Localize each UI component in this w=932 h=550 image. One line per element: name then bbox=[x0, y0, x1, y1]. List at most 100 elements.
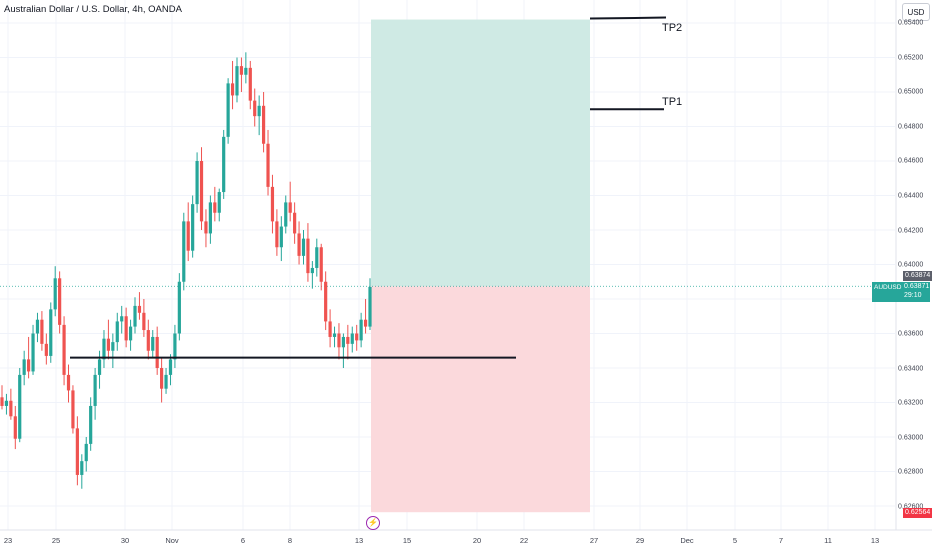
time-label: Nov bbox=[165, 536, 179, 545]
candle-body bbox=[4, 400, 9, 406]
candle-body bbox=[328, 321, 332, 337]
candle-body bbox=[71, 390, 75, 429]
candle-body bbox=[146, 330, 150, 351]
time-label: 20 bbox=[472, 536, 482, 545]
current-price-badge: 0.63874 bbox=[903, 271, 932, 281]
time-label: 30 bbox=[120, 536, 130, 545]
candle-body bbox=[363, 319, 368, 327]
candle-body bbox=[337, 333, 341, 348]
candle-body bbox=[257, 105, 261, 117]
candle-body bbox=[173, 333, 177, 360]
countdown-label: 29:10 bbox=[904, 292, 922, 299]
lightning-icon[interactable]: ⚡ bbox=[366, 516, 380, 530]
candle-body bbox=[75, 428, 79, 475]
candle-body bbox=[111, 342, 115, 351]
time-label: 13 bbox=[354, 536, 364, 545]
candle-body bbox=[346, 336, 350, 344]
candle-body bbox=[244, 67, 248, 75]
candle-body bbox=[355, 333, 359, 341]
last-price-label: 0.63871 bbox=[904, 283, 930, 290]
candle-body bbox=[102, 338, 106, 360]
candle-body bbox=[226, 83, 230, 137]
candle-body bbox=[22, 359, 26, 375]
currency-button[interactable]: USD bbox=[902, 3, 930, 21]
price-label: 0.65400 bbox=[898, 19, 924, 27]
candle-body bbox=[253, 100, 257, 117]
candle-body bbox=[350, 333, 354, 344]
candle-body bbox=[186, 221, 190, 251]
candle-body bbox=[115, 321, 119, 343]
time-label: 13 bbox=[870, 536, 880, 545]
time-label: 5 bbox=[732, 536, 738, 545]
candle-body bbox=[235, 66, 239, 96]
time-label: 23 bbox=[3, 536, 13, 545]
time-label: 29 bbox=[635, 536, 645, 545]
candle-body bbox=[191, 204, 195, 251]
candle-body bbox=[332, 333, 337, 337]
candle-body bbox=[204, 221, 208, 234]
price-label: 0.63000 bbox=[898, 434, 924, 442]
candle-body bbox=[275, 221, 279, 248]
candle-body bbox=[31, 333, 35, 372]
candle-body bbox=[222, 136, 226, 193]
candle-body bbox=[9, 400, 13, 417]
tp1-label: TP1 bbox=[662, 96, 683, 108]
candle-body bbox=[155, 336, 159, 368]
candle-body bbox=[208, 202, 212, 234]
price-label: 0.62600 bbox=[898, 503, 924, 511]
candle-body bbox=[124, 316, 128, 341]
candle-body bbox=[266, 143, 270, 187]
candle-body bbox=[40, 319, 44, 344]
tp2-label: TP2 bbox=[662, 22, 683, 34]
candle-body bbox=[62, 324, 66, 375]
candle-body bbox=[53, 278, 57, 310]
candle-body bbox=[106, 338, 111, 351]
candle-body bbox=[137, 305, 142, 313]
candle-body bbox=[288, 202, 292, 213]
candle-body bbox=[89, 405, 93, 444]
candle-body bbox=[151, 336, 155, 351]
price-label: 0.62800 bbox=[898, 468, 924, 476]
candle-body bbox=[120, 316, 124, 322]
time-label: 22 bbox=[519, 536, 529, 545]
time-label: 25 bbox=[51, 536, 61, 545]
candle-body bbox=[213, 202, 217, 213]
candle-body bbox=[160, 368, 164, 389]
candle-body bbox=[261, 105, 266, 144]
time-label: 8 bbox=[287, 536, 293, 545]
candle-body bbox=[13, 416, 17, 439]
candle-body bbox=[239, 66, 244, 75]
candle-body bbox=[293, 212, 297, 234]
tp2-line bbox=[589, 16, 667, 20]
candle-body bbox=[182, 221, 186, 282]
candle-body bbox=[35, 319, 40, 334]
loss-zone bbox=[371, 286, 590, 513]
candle-body bbox=[80, 461, 84, 475]
candle-body bbox=[248, 67, 252, 101]
price-label: 0.64000 bbox=[898, 261, 924, 269]
price-label: 0.65000 bbox=[898, 88, 924, 96]
candle-body bbox=[18, 374, 22, 439]
candle-body bbox=[217, 192, 221, 213]
candle-body bbox=[315, 247, 319, 268]
time-label: 11 bbox=[824, 536, 832, 545]
candle-body bbox=[0, 397, 4, 406]
symbol-label: AUDUSD bbox=[874, 284, 902, 291]
time-label: Dec bbox=[680, 536, 694, 545]
candle-body bbox=[27, 359, 31, 372]
candle-body bbox=[297, 233, 301, 256]
stop-price-badge: 0.62564 bbox=[903, 508, 932, 518]
candle-body bbox=[306, 238, 310, 274]
time-label: 27 bbox=[589, 536, 599, 545]
price-label: 0.64800 bbox=[898, 123, 924, 131]
candle-body bbox=[270, 186, 275, 222]
candle-body bbox=[199, 161, 204, 222]
candle-body bbox=[58, 278, 62, 325]
candle-body bbox=[301, 238, 306, 256]
candle-body bbox=[341, 336, 345, 348]
candle-body bbox=[368, 286, 372, 327]
candle-body bbox=[359, 319, 363, 341]
profit-zone bbox=[371, 19, 590, 287]
